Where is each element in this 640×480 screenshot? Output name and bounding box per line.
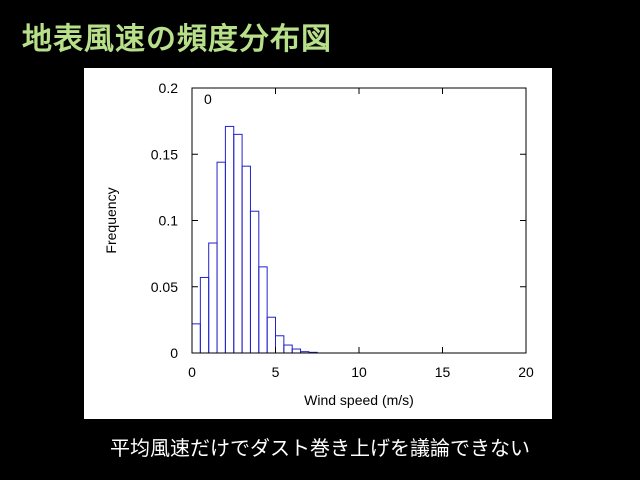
histogram-bar: [199, 276, 210, 354]
histogram-bar: [191, 323, 201, 354]
slide-title: 地表風速の頻度分布図: [22, 22, 332, 57]
histogram-bar: [249, 210, 260, 354]
y-tick-label: 0.05: [151, 279, 178, 295]
y-axis-label: Frequency: [103, 187, 119, 253]
x-tick-label: 10: [351, 364, 367, 380]
histogram-bar: [283, 344, 293, 354]
bars-layer: [191, 125, 318, 354]
ticks-layer: 0 5 10 15 20 0 0.05 0.1 0.15 0.2: [151, 80, 534, 380]
x-axis-label: Wind speed (m/s): [304, 392, 414, 408]
x-tick-label: 15: [435, 364, 451, 380]
histogram-bar: [258, 266, 268, 354]
histogram-chart: 0 5 10 15 20 0 0.05 0.1 0.15 0.2 0 Wind speed (m/…: [103, 80, 534, 408]
y-tick-label: 0.1: [159, 213, 179, 229]
histogram-bar: [216, 161, 226, 354]
x-tick-label: 20: [518, 364, 534, 380]
histogram-bar: [266, 316, 276, 354]
histogram-bar: [208, 242, 218, 354]
series-annotation: 0: [204, 91, 212, 107]
x-tick-label: 0: [188, 364, 196, 380]
histogram-bar: [291, 348, 302, 354]
histogram-bar: [275, 335, 285, 354]
histogram-bar: [224, 125, 235, 354]
x-tick-label: 5: [272, 364, 280, 380]
y-tick-label: 0.15: [151, 146, 178, 162]
slide-caption: 平均風速だけでダスト巻き上げを議論できない: [110, 436, 530, 460]
histogram-bar: [241, 165, 251, 354]
chart-panel: 0 5 10 15 20 0 0.05 0.1 0.15 0.2 0 Wind speed (m/…: [84, 68, 552, 419]
y-tick-label: 0: [170, 345, 178, 361]
y-tick-label: 0.2: [159, 80, 179, 96]
histogram-bar: [233, 133, 243, 354]
